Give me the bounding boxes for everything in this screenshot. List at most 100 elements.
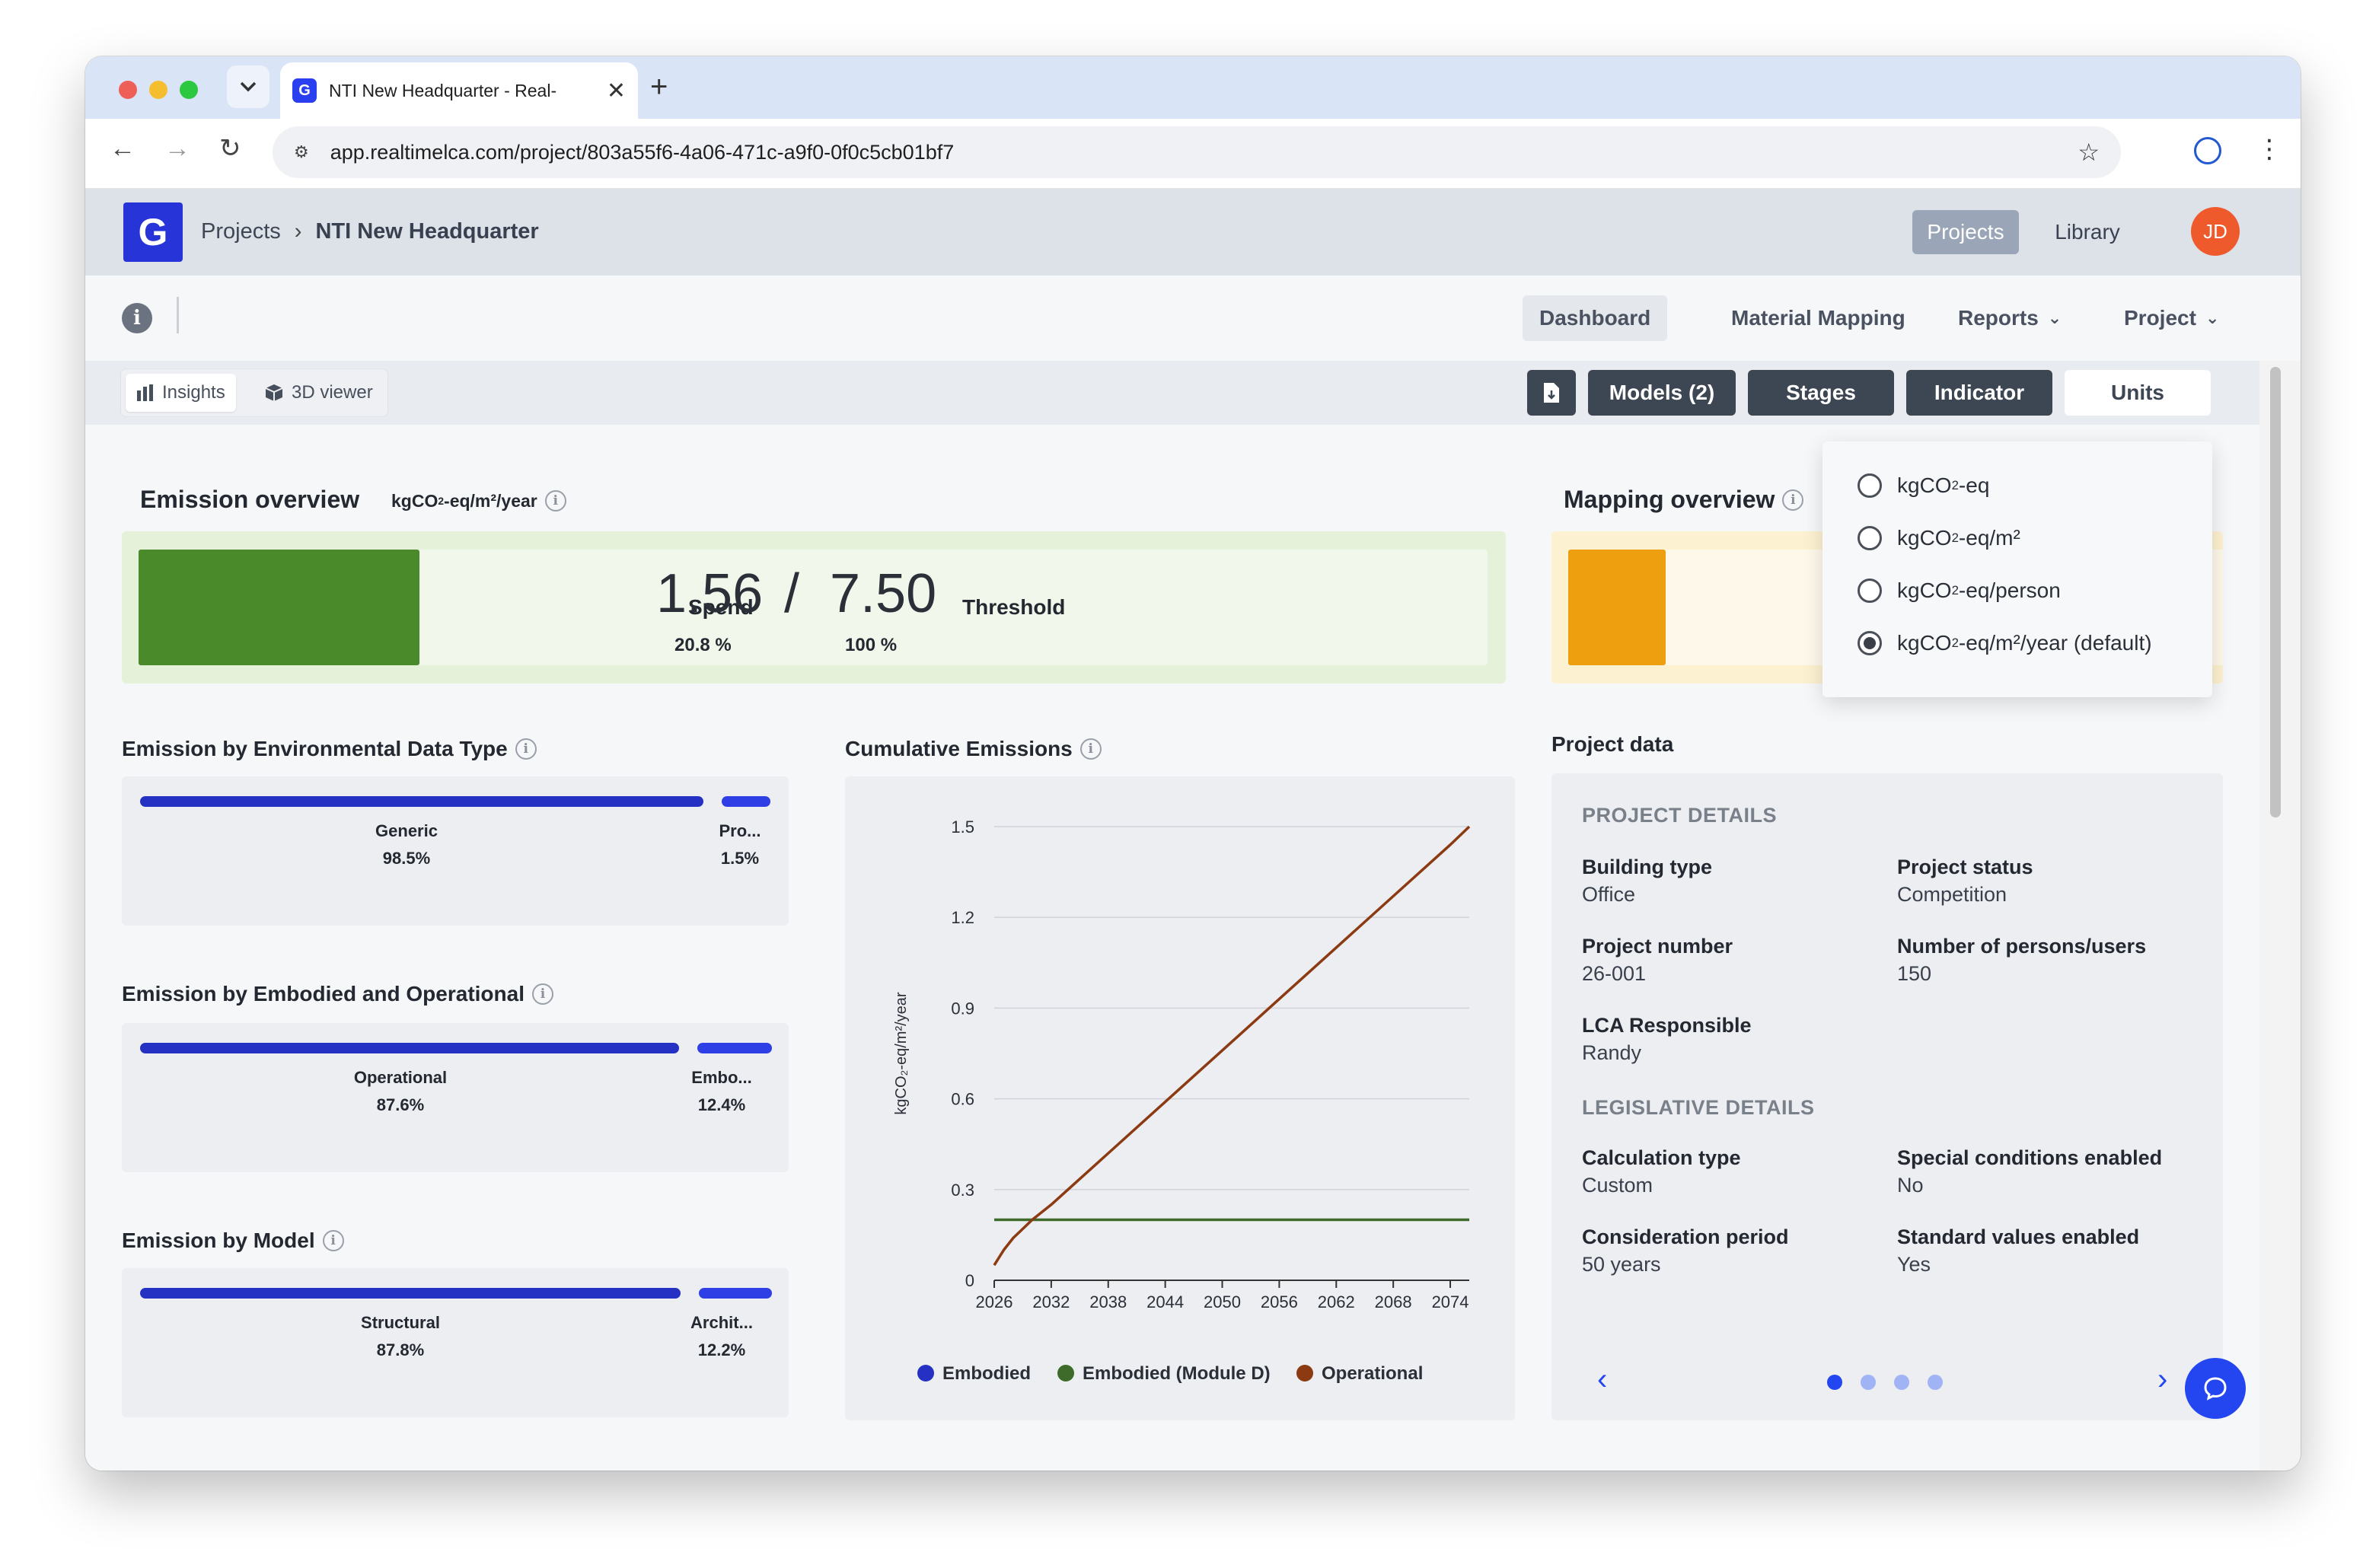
minimize-window-icon[interactable] <box>149 81 167 99</box>
series-line-operational[interactable] <box>993 825 1471 1267</box>
header-nav-projects[interactable]: Projects <box>1912 210 2019 254</box>
view-toolbar: Insights 3D viewer Models (2) Stages Ind… <box>85 361 2259 425</box>
app-logo-icon[interactable]: G <box>123 202 183 262</box>
pager-dot[interactable] <box>1928 1375 1943 1390</box>
chat-button[interactable] <box>2185 1358 2246 1419</box>
unit-option-sub: 2 <box>1951 531 1959 545</box>
url-text: app.realtimelca.com/project/803a55f6-4a0… <box>330 140 955 164</box>
y-axis-label: kgCO₂-eq/m²/year <box>893 992 910 1114</box>
new-tab-icon[interactable]: + <box>650 70 668 104</box>
nav-reports-label: Reports <box>1958 306 2039 330</box>
scrollbar-thumb[interactable] <box>2270 367 2281 817</box>
carousel-prev-icon[interactable]: ‹ <box>1597 1362 1608 1396</box>
units-button[interactable]: Units <box>2065 370 2211 416</box>
carousel-next-icon[interactable]: › <box>2157 1362 2168 1396</box>
pager-dot[interactable] <box>1827 1375 1842 1390</box>
unit-option[interactable]: kgCO 2 -eq/m²/year (default) <box>1858 631 2152 655</box>
header-nav-library[interactable]: Library <box>2055 220 2120 244</box>
breakdown-card-3: Structural 87.8% Archit... 12.2% <box>122 1268 789 1417</box>
info-icon[interactable]: i <box>544 490 566 512</box>
scrollbar[interactable] <box>2259 361 2301 1471</box>
tab-insights[interactable]: Insights <box>126 374 236 412</box>
legend-label[interactable]: Operational <box>1322 1363 1423 1384</box>
field-value: Randy <box>1582 1041 1642 1064</box>
radio-icon[interactable] <box>1858 473 1882 498</box>
threshold-label: Threshold <box>962 595 1066 619</box>
unit-option[interactable]: kgCO 2 -eq/m² <box>1858 526 2020 550</box>
bar-segment-structural[interactable] <box>140 1288 681 1299</box>
field-key: Project status <box>1897 856 2033 878</box>
bar-segment-product[interactable] <box>722 796 770 807</box>
bar-segment-operational[interactable] <box>140 1043 679 1053</box>
radio-icon[interactable] <box>1858 578 1882 603</box>
cumulative-emissions-chart: 0 0.3 0.6 0.9 1.2 1.5 2026 2032 2038 2044 2050 2056… <box>893 817 1471 1384</box>
bar-segment-architectural[interactable] <box>699 1288 772 1299</box>
info-icon[interactable]: i <box>515 738 537 760</box>
nav-reports[interactable]: Reports ⌄ <box>1941 295 2078 341</box>
segment-pct: 87.6% <box>376 1095 425 1114</box>
breakdown-card-1: Generic 98.5% Pro... 1.5% <box>122 776 789 926</box>
info-icon[interactable]: i <box>322 1230 344 1251</box>
pager-dot[interactable] <box>1894 1375 1909 1390</box>
unit-option[interactable]: kgCO 2 -eq/person <box>1858 578 2061 603</box>
project-details-heading: PROJECT DETAILS <box>1582 804 1778 827</box>
bookmark-star-icon[interactable]: ☆ <box>2078 139 2100 166</box>
browser-menu-icon[interactable]: ⋮ <box>2256 135 2282 164</box>
site-settings-icon[interactable]: ⚙ <box>294 142 309 161</box>
avatar[interactable]: JD <box>2191 207 2240 256</box>
field-value: Competition <box>1897 883 2007 906</box>
legend-label[interactable]: Embodied (Module D) <box>1083 1363 1271 1384</box>
segment-caption: Embo... 12.4% <box>679 1064 764 1119</box>
favicon-icon: G <box>292 78 317 103</box>
legend-swatch <box>1296 1365 1313 1382</box>
segment-pct: 98.5% <box>382 849 431 868</box>
emission-progress-band: Spend 1.56 / 7.50 Threshold 20.8 % 100 % <box>122 531 1506 684</box>
chart-title-text: Cumulative Emissions <box>845 737 1073 760</box>
models-button[interactable]: Models (2) <box>1588 370 1736 416</box>
segment-label: Pro... <box>719 821 761 840</box>
x-tick-label: 2050 <box>1204 1292 1241 1311</box>
field-key: Calculation type <box>1582 1146 1741 1169</box>
breadcrumb-projects-link[interactable]: Projects <box>201 219 281 244</box>
info-icon[interactable]: i <box>122 303 152 333</box>
maximize-window-icon[interactable] <box>180 81 198 99</box>
nav-project-label: Project <box>2124 306 2196 330</box>
cumulative-emissions-title: Cumulative Emissions i <box>845 737 1102 761</box>
url-field[interactable]: ⚙ app.realtimelca.com/project/803a55f6-4… <box>273 126 2121 178</box>
close-window-icon[interactable] <box>119 81 137 99</box>
stages-button[interactable]: Stages <box>1748 370 1894 416</box>
bar-segment-generic[interactable] <box>140 796 703 807</box>
radio-icon[interactable] <box>1858 631 1882 655</box>
unit-prefix: kgCO <box>391 490 438 511</box>
tab-title: NTI New Headquarter - Real- <box>329 80 557 100</box>
field-value: Yes <box>1897 1253 1931 1276</box>
legend-swatch <box>917 1365 934 1382</box>
nav-dashboard[interactable]: Dashboard <box>1523 295 1668 341</box>
info-icon[interactable]: i <box>1079 738 1102 760</box>
export-pdf-button[interactable] <box>1527 370 1576 416</box>
info-icon[interactable]: i <box>531 983 553 1005</box>
browser-tab[interactable]: G NTI New Headquarter - Real- ✕ <box>280 62 638 119</box>
segment-label: Operational <box>353 1068 448 1087</box>
segment-label: Embo... <box>691 1068 752 1087</box>
pager-dot[interactable] <box>1861 1375 1876 1390</box>
value-divider: / <box>784 563 800 624</box>
breakdown-title-text: Emission by Environmental Data Type <box>122 737 508 760</box>
indicator-button[interactable]: Indicator <box>1906 370 2052 416</box>
forward-icon[interactable]: → <box>164 134 190 163</box>
back-icon[interactable]: ← <box>110 134 136 163</box>
radio-icon[interactable] <box>1858 526 1882 550</box>
tab-3d-viewer[interactable]: 3D viewer <box>254 374 384 412</box>
unit-option-sub: 2 <box>1951 583 1959 598</box>
profile-icon[interactable] <box>2194 137 2221 164</box>
legend-swatch <box>1057 1365 1074 1382</box>
nav-material-mapping[interactable]: Material Mapping <box>1731 306 1905 330</box>
info-icon[interactable]: i <box>1782 489 1804 511</box>
legend-label[interactable]: Embodied <box>942 1363 1031 1384</box>
tab-list-button[interactable] <box>227 65 269 108</box>
reload-icon[interactable]: ↻ <box>219 134 241 163</box>
close-tab-icon[interactable]: ✕ <box>606 78 626 104</box>
nav-project[interactable]: Project ⌄ <box>2107 295 2236 341</box>
unit-option[interactable]: kgCO 2 -eq <box>1858 473 1989 498</box>
bar-segment-embodied[interactable] <box>697 1043 772 1053</box>
